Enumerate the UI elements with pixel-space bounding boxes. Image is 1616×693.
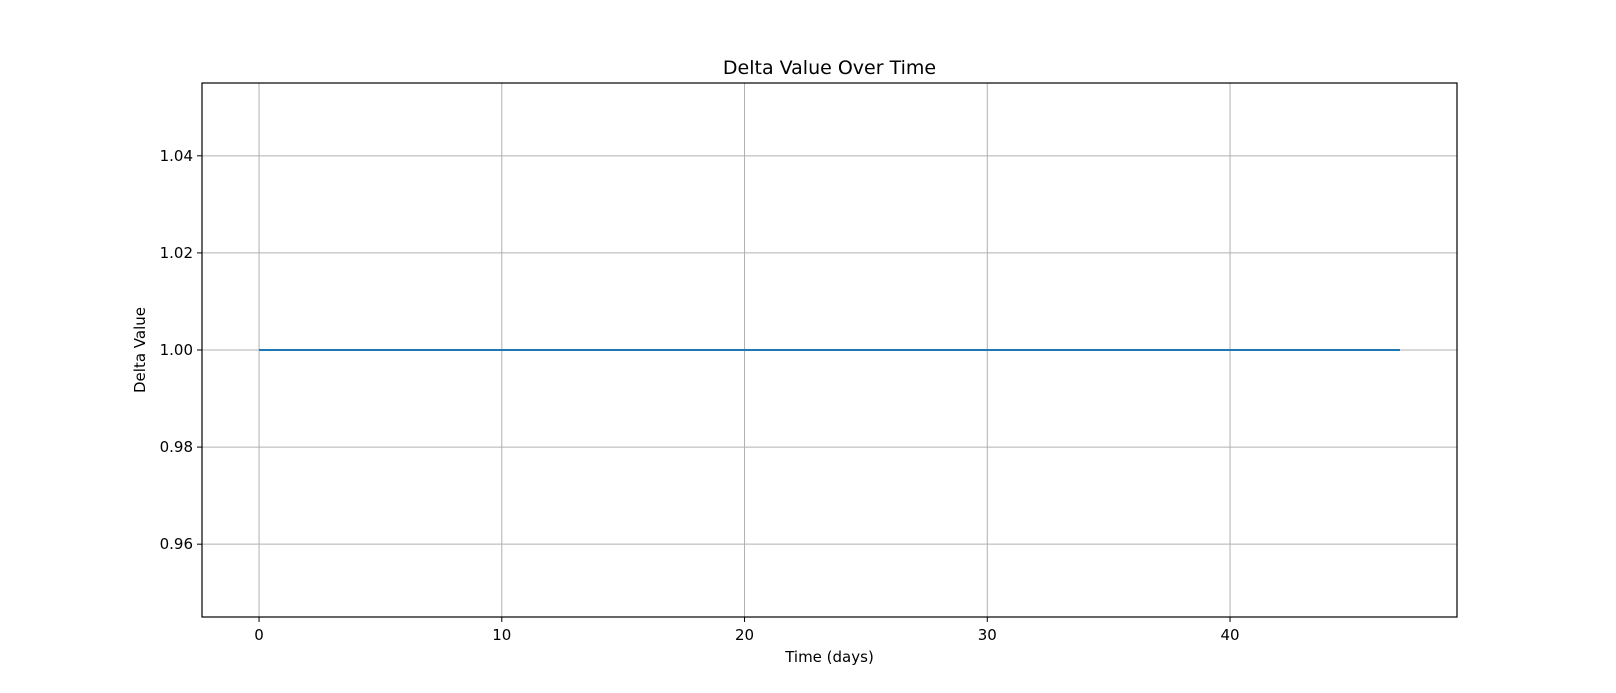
y-axis-title: Delta Value [131,307,149,393]
y-tick-label: 0.98 [160,438,193,456]
y-tick-label: 0.96 [160,535,193,553]
y-tick-label: 1.00 [160,341,193,359]
x-tick-label: 30 [978,626,997,644]
axis-ticks: 0 10 20 30 40 0.96 0.98 1.00 1.02 1.04 [160,147,1240,644]
x-tick-label: 10 [492,626,511,644]
x-tick-label: 0 [254,626,264,644]
chart-title: Delta Value Over Time [723,57,936,79]
y-tick-label: 1.04 [160,147,193,165]
y-tick-label: 1.02 [160,244,193,262]
x-tick-label: 40 [1220,626,1239,644]
x-tick-label: 20 [735,626,754,644]
x-axis-title: Time (days) [784,648,874,666]
